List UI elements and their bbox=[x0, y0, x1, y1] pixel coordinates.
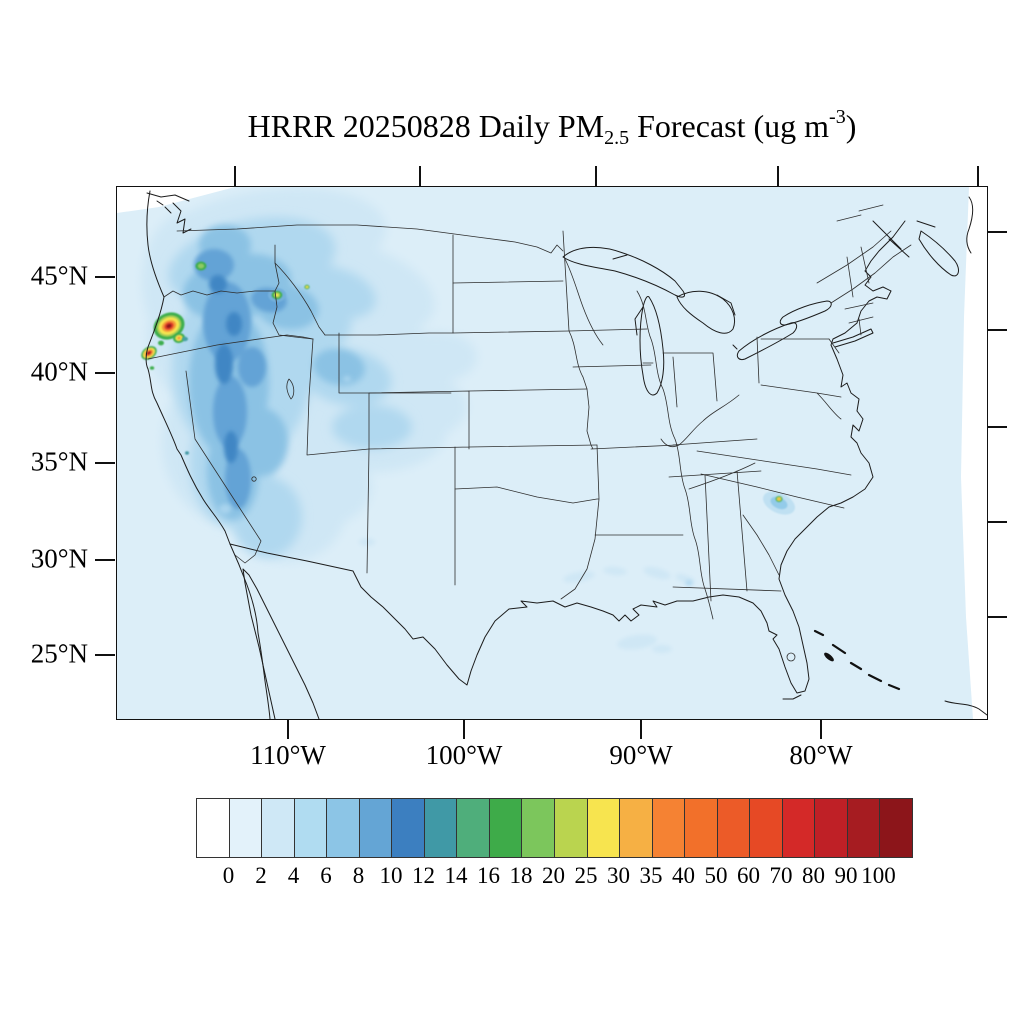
south-carolina-spot bbox=[775, 496, 783, 502]
colorbar-tick-label: 10 bbox=[379, 863, 403, 888]
south-carolina-patch bbox=[763, 491, 795, 515]
lon-tick-top bbox=[595, 166, 597, 186]
colorbar-segment bbox=[262, 799, 295, 857]
colorbar-segment bbox=[880, 799, 913, 857]
colorbar-tick-label: 60 bbox=[737, 863, 760, 888]
lon-tick-bottom bbox=[640, 719, 642, 739]
colorbar-tick-label: 14 bbox=[444, 863, 468, 888]
colorbar-tick-label: 0 bbox=[222, 863, 235, 888]
colorbar-tick-label: 35 bbox=[639, 863, 663, 888]
nevada-dot bbox=[185, 451, 189, 455]
lon-tick-top bbox=[977, 166, 979, 186]
colorbar-tick-label: 6 bbox=[320, 863, 332, 888]
colorbar-tick-label: 50 bbox=[704, 863, 728, 888]
colorbar-segment bbox=[717, 799, 751, 857]
colorbar-tick-label: 2 bbox=[255, 863, 267, 888]
title-superscript: -3 bbox=[829, 106, 846, 128]
lon-tick-label: 90°W bbox=[609, 740, 673, 770]
lon-tick-top bbox=[234, 166, 236, 186]
colorbar-segment bbox=[489, 799, 523, 857]
central-washington-spot bbox=[195, 261, 207, 271]
lat-tick-left bbox=[95, 559, 115, 561]
lon-tick-label: 110°W bbox=[250, 740, 326, 770]
colorbar-tick-label: 90 bbox=[834, 863, 858, 888]
colorbar-segment bbox=[652, 799, 686, 857]
title-middle: Forecast (ug m bbox=[629, 108, 830, 144]
lon-tick-top bbox=[777, 166, 779, 186]
title-suffix: ) bbox=[845, 108, 857, 144]
colorbar-segment bbox=[847, 799, 881, 857]
colorbar-tick-label: 8 bbox=[352, 863, 365, 888]
oregon-secondary bbox=[173, 332, 185, 344]
colorbar-tick-label: 70 bbox=[769, 863, 793, 888]
colorbar-tick-label: 80 bbox=[802, 863, 825, 888]
lat-tick-label: 25°N bbox=[30, 638, 88, 669]
colorbar-segment bbox=[229, 799, 263, 857]
lon-tick-label: 80°W bbox=[789, 740, 853, 770]
colorbar-tick-label: 20 bbox=[542, 863, 565, 888]
lon-tick-top bbox=[419, 166, 421, 186]
colorbar-segment bbox=[359, 799, 393, 857]
colorbar-tick-label: 30 bbox=[607, 863, 630, 888]
bahamas-islands bbox=[813, 629, 987, 716]
colorbar-segment bbox=[424, 799, 458, 857]
colorbar-segment bbox=[685, 799, 718, 857]
lon-tick-label: 100°W bbox=[425, 740, 503, 770]
colorbar-tick-label: 100 bbox=[861, 863, 896, 888]
colorbar-segment bbox=[392, 799, 425, 857]
lon-tick-bottom bbox=[287, 719, 289, 739]
title-subscript: 2.5 bbox=[604, 127, 630, 149]
lat-tick-right bbox=[987, 329, 1007, 331]
oregon-fringe-east bbox=[182, 336, 188, 342]
conus-pm25-map bbox=[117, 187, 987, 719]
colorbar-segment bbox=[815, 799, 848, 857]
lat-tick-right bbox=[987, 426, 1007, 428]
lat-tick-left bbox=[95, 654, 115, 656]
colorbar bbox=[196, 798, 913, 858]
colorbar-segment bbox=[457, 799, 490, 857]
lat-tick-left bbox=[95, 276, 115, 278]
lon-tick-bottom bbox=[463, 719, 465, 739]
california-fringe bbox=[149, 366, 155, 370]
colorbar-segment bbox=[750, 799, 783, 857]
lat-tick-right bbox=[987, 521, 1007, 523]
lat-tick-label: 30°N bbox=[30, 543, 88, 574]
colorbar-segment bbox=[587, 799, 621, 857]
colorbar-segment bbox=[327, 799, 360, 857]
colorbar-segment bbox=[782, 799, 816, 857]
lat-tick-right bbox=[987, 231, 1007, 233]
lon-tick-bottom bbox=[820, 719, 822, 739]
plume-layer bbox=[219, 376, 693, 586]
colorbar-segment bbox=[620, 799, 653, 857]
colorbar-tick-label: 4 bbox=[287, 863, 300, 888]
fire-hotspots bbox=[141, 261, 795, 515]
montana-small-spot bbox=[304, 284, 310, 290]
lat-tick-left bbox=[95, 462, 115, 464]
idaho-montana-spot bbox=[268, 288, 286, 302]
lat-tick-right bbox=[987, 616, 1007, 618]
lat-tick-label: 40°N bbox=[30, 356, 88, 387]
colorbar-tick-label: 16 bbox=[477, 863, 500, 888]
colorbar-tick-label: 40 bbox=[672, 863, 695, 888]
oregon-fringe-west bbox=[158, 340, 164, 346]
colorbar-segment bbox=[522, 799, 556, 857]
plume-layer bbox=[209, 275, 242, 463]
colorbar-segment bbox=[294, 799, 328, 857]
figure-title: HRRR 20250828 Daily PM2.5 Forecast (ug m… bbox=[80, 106, 1024, 150]
colorbar-segment bbox=[197, 799, 230, 857]
colorbar-tick-label: 18 bbox=[509, 863, 533, 888]
lat-tick-left bbox=[95, 372, 115, 374]
colorbar-tick-label: 25 bbox=[574, 863, 598, 888]
map-panel bbox=[116, 186, 988, 720]
lat-tick-label: 35°N bbox=[30, 446, 88, 477]
southwest-oregon-fire bbox=[153, 312, 185, 340]
colorbar-tick-label: 12 bbox=[412, 863, 435, 888]
geography-borders bbox=[145, 190, 987, 719]
colorbar-segment bbox=[555, 799, 588, 857]
title-prefix: HRRR 20250828 Daily PM bbox=[247, 108, 605, 144]
lat-tick-label: 45°N bbox=[30, 260, 88, 291]
domain-edge-mask bbox=[117, 187, 987, 719]
